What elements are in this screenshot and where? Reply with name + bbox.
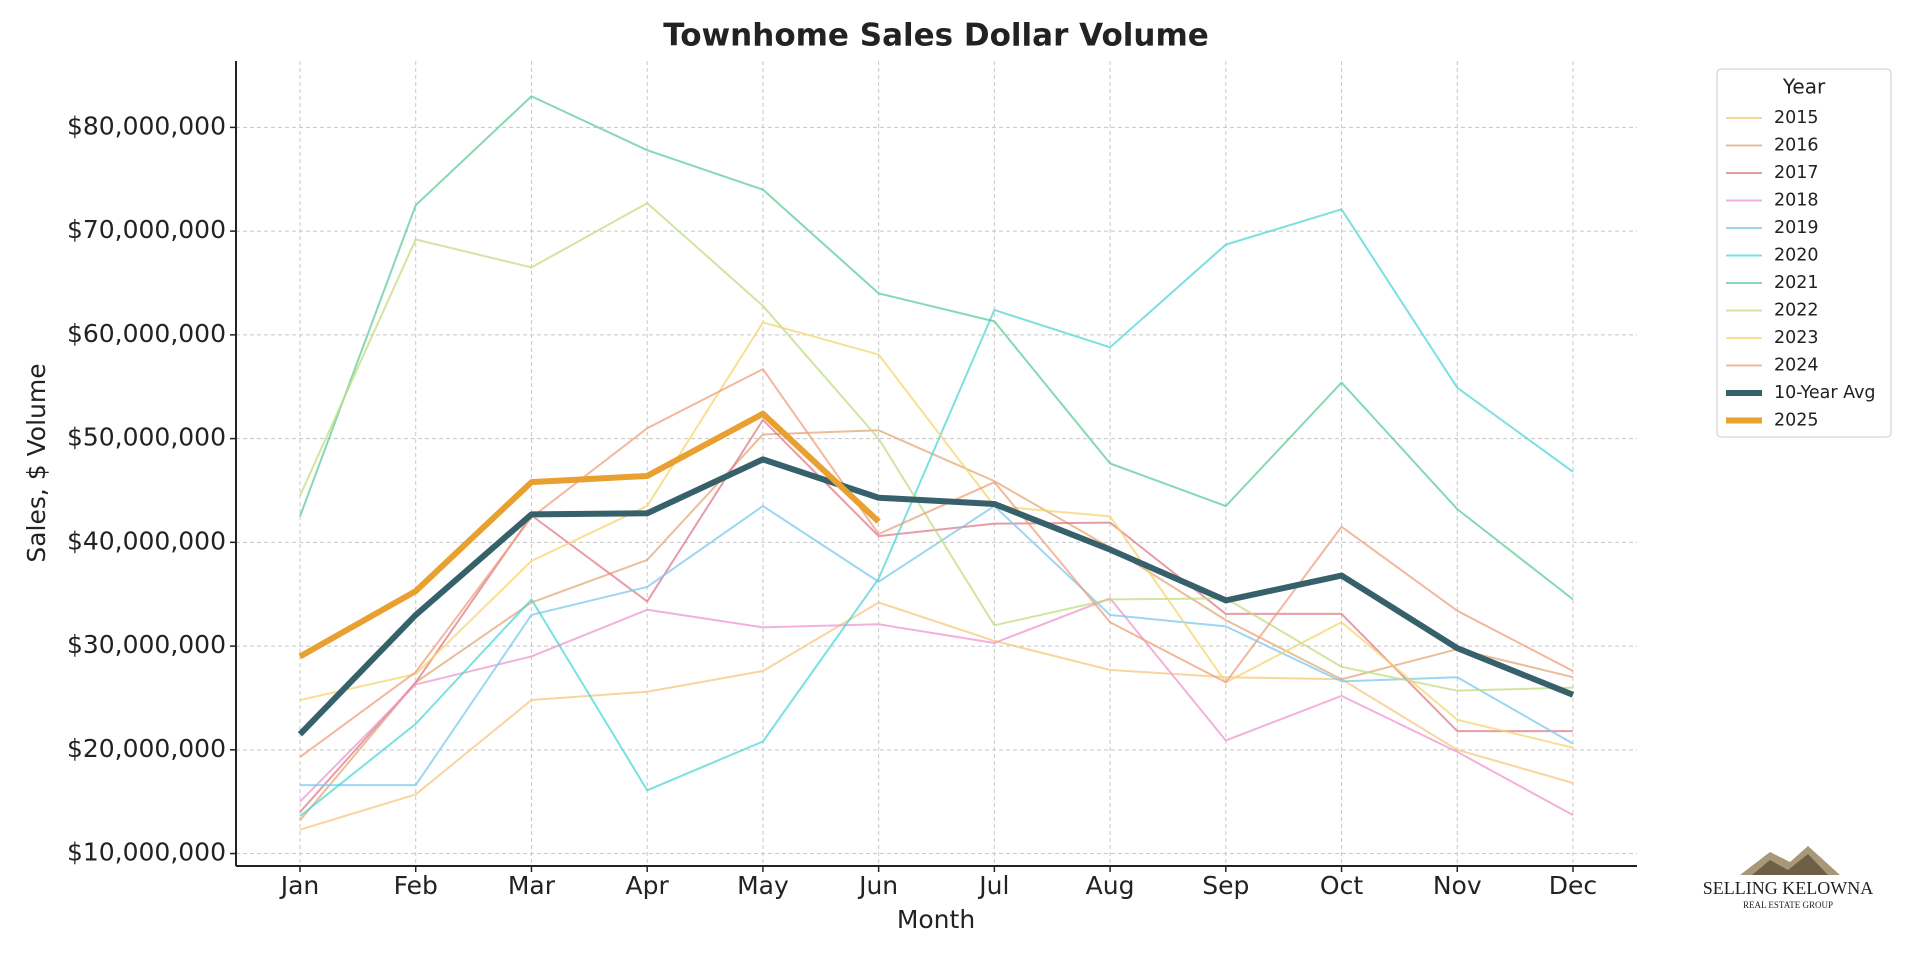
y-tick-label: $40,000,000 [67,526,226,555]
legend-label: 2018 [1774,191,1819,211]
x-tick-label: Apr [626,871,670,900]
series-line [299,601,1574,831]
legend-label: 2021 [1774,273,1819,293]
legend-title: Year [1782,75,1826,99]
y-axis-label: Sales, $ Volume [22,363,51,562]
series-line [299,202,1574,692]
y-tick-label: $70,000,000 [67,215,226,244]
y-tick-label: $80,000,000 [67,111,226,140]
logo-tagline: REAL ESTATE GROUP [1743,900,1833,910]
series-line [299,418,1573,813]
series-line [297,456,1575,737]
grid [236,61,1637,866]
series-line [299,429,1574,821]
x-tick-label: May [737,871,789,900]
legend-label: 2023 [1774,328,1819,348]
legend-label: 2025 [1774,411,1819,431]
y-tick-label: $50,000,000 [67,423,226,452]
y-tick-label: $20,000,000 [67,734,226,763]
legend-label: 2019 [1774,218,1819,238]
chart-title: Townhome Sales Dollar Volume [663,18,1209,54]
series-line [298,410,881,660]
legend-label: 2024 [1774,356,1819,376]
logo-name: SELLING KELOWNA [1703,878,1873,898]
x-tick-label: Sep [1202,871,1249,900]
series-line [299,321,1574,749]
logo: SELLING KELOWNA REAL ESTATE GROUP [1703,846,1873,910]
y-tick-label: $10,000,000 [67,838,226,867]
series-line [300,505,1574,787]
series-line [299,597,1574,817]
x-tick-label: Jan [279,871,320,900]
x-axis-label: Month [897,905,975,934]
x-tick-label: Aug [1086,871,1135,900]
legend-label: 2017 [1774,163,1819,183]
x-tick-label: Oct [1320,871,1363,900]
x-tick-label: Jun [857,871,898,900]
x-tick-label: Dec [1549,871,1597,900]
series-line [299,208,1574,817]
series-line [299,95,1574,601]
x-tick-label: Feb [394,871,438,900]
series-line [299,368,1574,758]
legend: Year 2015 2016 2017 2018 2019 2020 2021 2022 2023… [1716,68,1892,438]
legend-label: 2022 [1774,301,1819,321]
y-tick-label: $30,000,000 [67,630,226,659]
legend-label: 10-Year Avg [1774,383,1876,403]
legend-label: 2020 [1774,246,1819,266]
x-tick-label: Jul [977,871,1009,900]
legend-box [1716,68,1892,438]
logo-roof-inner [1752,854,1828,875]
x-tick-label: Mar [508,871,556,900]
legend-label: 2015 [1774,108,1819,128]
legend-label: 2016 [1774,136,1819,156]
y-tick-label: $60,000,000 [67,319,226,348]
x-tick-label: Nov [1433,871,1482,900]
